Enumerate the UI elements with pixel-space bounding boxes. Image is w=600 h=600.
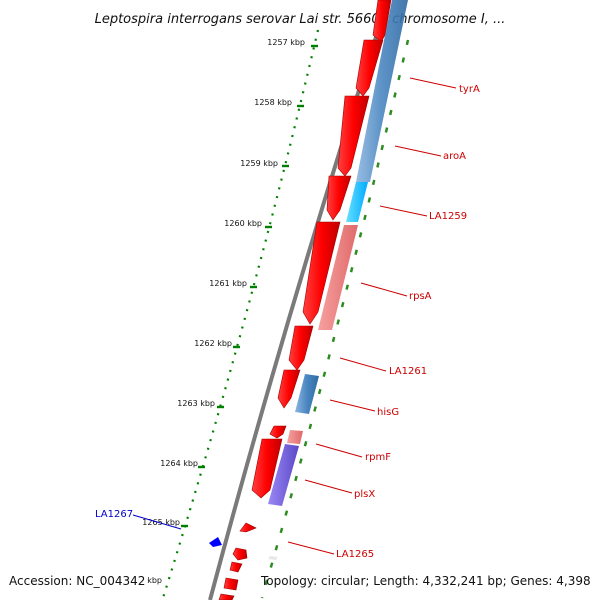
label-connectors <box>287 77 457 555</box>
kbp-label-1263: 1263 kbp <box>177 399 215 408</box>
gene-arrow[interactable] <box>277 369 301 409</box>
forward-genes <box>218 0 392 600</box>
cog-block[interactable] <box>318 225 358 330</box>
cog-block[interactable] <box>268 556 278 560</box>
kbp-label-1265: 1265 kbp <box>142 518 180 527</box>
kbp-label-1264: 1264 kbp <box>160 459 198 468</box>
cog-track <box>268 0 408 560</box>
kbp-label-1262: 1262 kbp <box>194 339 232 348</box>
gene-arrow[interactable] <box>251 438 283 499</box>
kbp-label-1260: 1260 kbp <box>224 219 262 228</box>
gene-arrow[interactable] <box>223 577 239 591</box>
gene-arrow[interactable] <box>239 522 257 533</box>
kbp-ring <box>161 29 320 599</box>
reverse-gene-LA1267[interactable] <box>209 537 222 547</box>
kbp-label-partial: kbp <box>147 576 162 585</box>
gene-label-rpmF[interactable]: rpmF <box>365 452 391 463</box>
cog-block[interactable] <box>268 444 299 506</box>
kbp-label-1257: 1257 kbp <box>267 38 305 47</box>
gene-arrow[interactable] <box>229 561 243 573</box>
gene-label-LA1261[interactable]: LA1261 <box>389 366 427 377</box>
cog-block[interactable] <box>287 430 303 444</box>
gene-label-rpsA[interactable]: rpsA <box>409 291 432 302</box>
gene-arrow[interactable] <box>232 547 248 561</box>
kbp-label-1259: 1259 kbp <box>240 159 278 168</box>
gene-arrow[interactable] <box>218 593 235 600</box>
accession-text: Accession: NC_004342 <box>9 574 146 588</box>
gene-label-LA1267[interactable]: LA1267 <box>95 509 133 520</box>
gene-label-aroA[interactable]: aroA <box>443 151 466 162</box>
cog-block[interactable] <box>356 0 408 182</box>
gc-track <box>260 39 410 599</box>
cog-block[interactable] <box>346 182 368 222</box>
topology-text: Topology: circular; Length: 4,332,241 bp… <box>261 574 591 588</box>
gene-label-LA1259[interactable]: LA1259 <box>429 211 467 222</box>
gene-label-LA1265[interactable]: LA1265 <box>336 549 374 560</box>
gene-label-plsX[interactable]: plsX <box>354 489 375 500</box>
gene-label-hisG[interactable]: hisG <box>377 407 399 418</box>
gene-arrow[interactable] <box>326 175 352 221</box>
kbp-label-1261: 1261 kbp <box>209 279 247 288</box>
kbp-ticks <box>181 44 318 528</box>
gene-label-tyrA[interactable]: tyrA <box>459 84 480 95</box>
map-title: Leptospira interrogans serovar Lai str. … <box>95 12 506 27</box>
gene-arrow[interactable] <box>269 425 287 439</box>
gene-arrow[interactable] <box>288 325 314 371</box>
gene-arrow[interactable] <box>302 221 341 325</box>
label-connector-LA1267 <box>132 514 182 530</box>
kbp-label-1258: 1258 kbp <box>254 98 292 107</box>
cog-block[interactable] <box>295 374 319 414</box>
